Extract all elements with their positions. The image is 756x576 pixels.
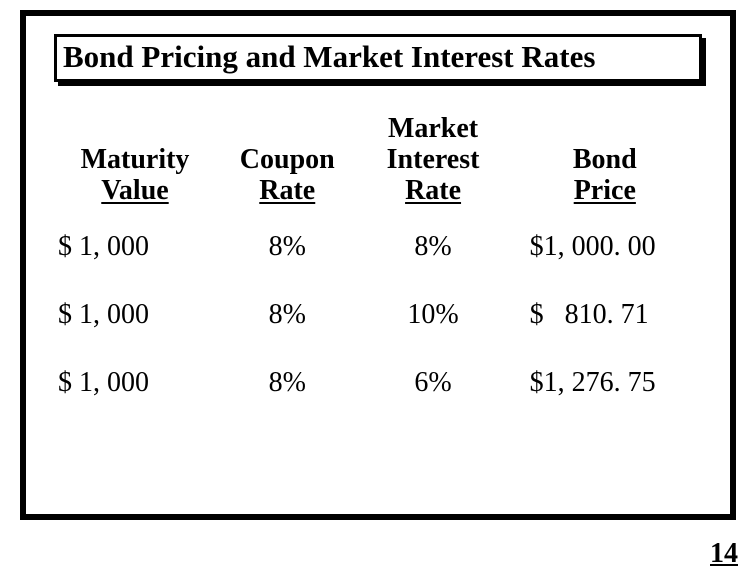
cell-coupon-rate: 8%: [216, 281, 359, 349]
col-header-line: Rate: [405, 175, 461, 206]
col-header-line: Market: [388, 113, 478, 144]
col-header-market-interest-rate: Market Interest Rate: [359, 114, 508, 213]
table-row: $ 1, 000 8% 8% $1, 000. 00: [54, 213, 702, 281]
slide-title: Bond Pricing and Market Interest Rates: [63, 39, 693, 75]
cell-maturity-value: $ 1, 000: [54, 349, 216, 417]
page-number: 14: [710, 538, 738, 570]
cell-market-rate: 10%: [359, 281, 508, 349]
col-header-line: Maturity: [81, 144, 190, 175]
table-row: $ 1, 000 8% 10% $ 810. 71: [54, 281, 702, 349]
cell-maturity-value: $ 1, 000: [54, 281, 216, 349]
bond-pricing-table: Maturity Value Coupon Rate Market Intere…: [54, 114, 702, 417]
col-header-maturity-value: Maturity Value: [54, 114, 216, 213]
cell-bond-price: $1, 000. 00: [508, 213, 702, 281]
cell-bond-price: $1, 276. 75: [508, 349, 702, 417]
col-header-bond-price: Bond Price: [508, 114, 702, 213]
col-header-line: Price: [574, 175, 636, 206]
table-header-row: Maturity Value Coupon Rate Market Intere…: [54, 114, 702, 213]
cell-bond-price: $ 810. 71: [508, 281, 702, 349]
col-header-line: Coupon: [240, 144, 335, 175]
cell-coupon-rate: 8%: [216, 213, 359, 281]
col-header-line: Value: [101, 175, 168, 206]
title-box: Bond Pricing and Market Interest Rates: [54, 34, 702, 82]
col-header-line: Interest: [387, 144, 480, 175]
cell-market-rate: 8%: [359, 213, 508, 281]
cell-market-rate: 6%: [359, 349, 508, 417]
slide-frame: Bond Pricing and Market Interest Rates M…: [20, 10, 736, 520]
col-header-line: Bond: [573, 144, 637, 175]
table-row: $ 1, 000 8% 6% $1, 276. 75: [54, 349, 702, 417]
cell-coupon-rate: 8%: [216, 349, 359, 417]
col-header-line: Rate: [259, 175, 315, 206]
col-header-coupon-rate: Coupon Rate: [216, 114, 359, 213]
cell-maturity-value: $ 1, 000: [54, 213, 216, 281]
